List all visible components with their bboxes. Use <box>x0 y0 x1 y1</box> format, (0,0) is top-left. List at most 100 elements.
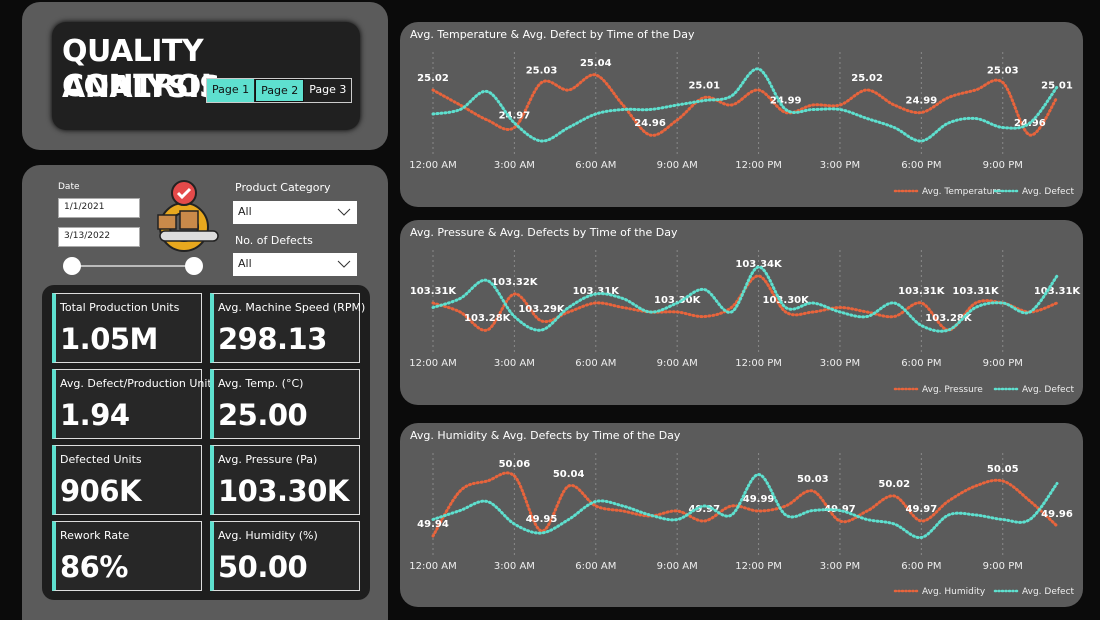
data-label: 49.94 <box>417 519 449 530</box>
data-label: 25.02 <box>417 73 449 84</box>
kpi-value: 86% <box>60 550 128 584</box>
data-label: 24.99 <box>770 96 802 107</box>
kpi-card: Avg. Pressure (Pa) 103.30K <box>210 445 360 515</box>
series-line <box>431 73 1059 137</box>
data-label: 50.02 <box>878 479 910 490</box>
slider-handle[interactable] <box>185 257 203 275</box>
data-label: 25.01 <box>688 81 720 92</box>
data-label: 49.96 <box>1041 509 1073 520</box>
kpi-value: 50.00 <box>218 550 308 584</box>
x-tick-label: 6:00 PM <box>901 160 941 171</box>
defects-value: All <box>238 257 252 270</box>
legend-label: Avg. Defect <box>1022 587 1075 597</box>
date-input[interactable]: 1/1/2021 <box>58 198 140 218</box>
x-tick-label: 3:00 PM <box>820 561 860 572</box>
x-tick-label: 9:00 AM <box>657 561 698 572</box>
x-tick-label: 6:00 PM <box>901 561 941 572</box>
page-button[interactable]: Page 3 <box>304 79 352 102</box>
data-label: 25.03 <box>987 66 1019 77</box>
x-tick-label: 12:00 AM <box>409 561 456 572</box>
data-label: 103.30K <box>763 295 811 306</box>
defects-dropdown[interactable]: All <box>233 253 357 276</box>
data-label: 50.03 <box>797 474 829 485</box>
title-line: ANALYSIS <box>62 70 221 105</box>
kpi-card: Avg. Machine Speed (RPM) 298.13 <box>210 293 365 363</box>
series-line <box>431 471 1059 538</box>
data-label: 103.32K <box>491 277 539 288</box>
chart-title: Avg. Humidity & Avg. Defects by Time of … <box>410 429 681 442</box>
kpi-label: Avg. Temp. (°C) <box>218 377 304 390</box>
x-tick-label: 3:00 AM <box>494 561 535 572</box>
data-label: 24.97 <box>499 111 531 122</box>
x-tick-label: 12:00 PM <box>735 561 782 572</box>
x-tick-label: 12:00 AM <box>409 160 456 171</box>
data-label: 103.28K <box>925 313 973 324</box>
category-label: Product Category <box>235 181 331 194</box>
kpi-label: Defected Units <box>60 453 142 466</box>
x-tick-label: 3:00 PM <box>820 358 860 369</box>
date-input[interactable]: 3/13/2022 <box>58 227 140 247</box>
data-label: 103.31K <box>1034 286 1082 297</box>
x-tick-label: 12:00 PM <box>735 358 782 369</box>
x-tick-label: 3:00 AM <box>494 160 535 171</box>
line-chart: Avg. Humidity & Avg. Defects by Time of … <box>409 429 1075 597</box>
kpi-label: Total Production Units <box>60 301 180 314</box>
kpi-label: Avg. Machine Speed (RPM) <box>218 301 366 314</box>
x-tick-label: 6:00 AM <box>575 358 616 369</box>
data-label: 25.02 <box>851 73 883 84</box>
kpi-value: 906K <box>60 474 142 508</box>
kpi-label: Avg. Defect/Production Unit <box>60 377 212 390</box>
x-tick-label: 9:00 AM <box>657 358 698 369</box>
chart-panel: Avg. Pressure & Avg. Defects by Time of … <box>400 220 1083 405</box>
kpi-value: 1.05M <box>60 322 158 356</box>
kpi-card: Avg. Defect/Production Unit 1.94 <box>52 369 212 439</box>
kpi-label: Avg. Humidity (%) <box>218 529 318 542</box>
quality-icon <box>157 180 219 252</box>
chart-title: Avg. Temperature & Avg. Defect by Time o… <box>410 28 695 41</box>
x-tick-label: 6:00 PM <box>901 358 941 369</box>
line-chart: Avg. Pressure & Avg. Defects by Time of … <box>409 226 1082 395</box>
data-label: 103.28K <box>464 313 512 324</box>
legend-label: Avg. Defect <box>1022 187 1075 197</box>
slider-handle[interactable] <box>63 257 81 275</box>
data-label: 50.04 <box>553 469 585 480</box>
start-date: 1/1/2021 <box>64 202 105 212</box>
category-value: All <box>238 205 252 218</box>
header-panel: QUALITY CONTROL ANALYSIS Page 1 Page 2 P… <box>22 2 388 150</box>
page-button[interactable]: Page 2 <box>255 79 305 102</box>
filter-panel: Date 1/1/2021 3/13/2022 Product Category… <box>22 165 388 620</box>
series-line <box>431 265 1059 333</box>
legend-label: Avg. Pressure <box>922 385 983 395</box>
data-label: 25.03 <box>526 66 558 77</box>
kpi-card: Avg. Humidity (%) 50.00 <box>210 521 360 591</box>
title-line: QUALITY CONTROL <box>62 34 220 104</box>
data-label: 50.05 <box>987 464 1019 475</box>
date-slider[interactable] <box>58 253 208 279</box>
x-tick-label: 6:00 AM <box>575 561 616 572</box>
data-label: 49.97 <box>906 504 938 515</box>
data-label: 103.34K <box>735 259 783 270</box>
kpi-value: 103.30K <box>218 474 349 508</box>
x-tick-label: 9:00 PM <box>983 561 1023 572</box>
kpi-card: Defected Units 906K <box>52 445 202 515</box>
x-tick-label: 12:00 AM <box>409 358 456 369</box>
title-box: QUALITY CONTROL ANALYSIS Page 1 Page 2 P… <box>52 22 360 130</box>
data-label: 49.97 <box>688 504 720 515</box>
kpi-card: Avg. Temp. (°C) 25.00 <box>210 369 360 439</box>
series-line <box>431 67 1059 143</box>
data-label: 24.99 <box>906 96 938 107</box>
series-line <box>431 472 1059 540</box>
data-label: 103.31K <box>952 286 1000 297</box>
line-chart: Avg. Temperature & Avg. Defect by Time o… <box>409 28 1075 197</box>
data-label: 103.31K <box>410 286 458 297</box>
chart-title: Avg. Pressure & Avg. Defects by Time of … <box>410 226 678 239</box>
category-dropdown[interactable]: All <box>233 201 357 224</box>
data-label: 50.06 <box>499 459 531 470</box>
data-label: 103.30K <box>654 295 702 306</box>
page-button[interactable]: Page 1 <box>207 79 256 102</box>
date-label: Date <box>58 182 80 192</box>
kpi-label: Avg. Pressure (Pa) <box>218 453 318 466</box>
legend-label: Avg. Humidity <box>922 587 986 597</box>
kpi-value: 25.00 <box>218 398 308 432</box>
